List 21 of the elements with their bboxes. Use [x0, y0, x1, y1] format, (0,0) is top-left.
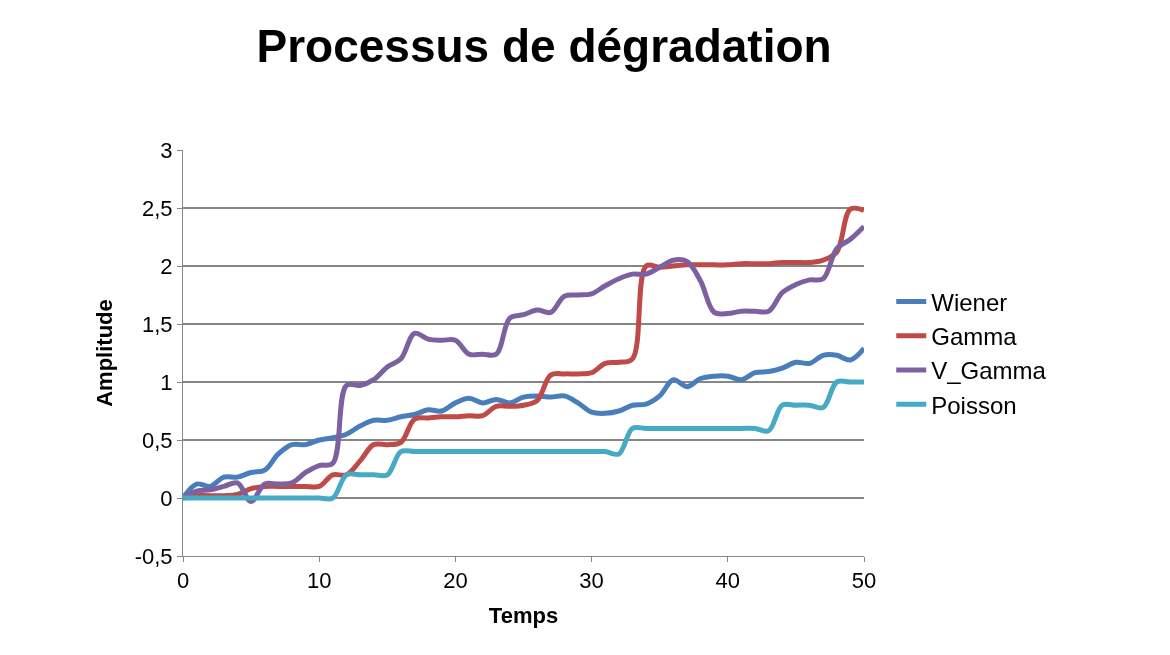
y-tick-label: 2 — [160, 253, 173, 279]
legend-label: V_Gamma — [931, 357, 1047, 385]
legend-label: Gamma — [931, 323, 1018, 351]
legend-label: Poisson — [931, 391, 1017, 419]
x-tick-label: 20 — [443, 568, 468, 594]
x-tick-label: 10 — [306, 568, 332, 594]
y-tick-label: 3 — [160, 137, 173, 163]
legend-label: Wiener — [931, 288, 1008, 316]
x-tick-label: 50 — [851, 568, 877, 594]
y-tick-label: 1,5 — [142, 311, 173, 337]
y-tick-label: 1 — [160, 369, 173, 395]
x-axis-title: Temps — [488, 603, 559, 629]
x-tick-label: 0 — [176, 568, 190, 594]
y-tick-label: 2,5 — [142, 195, 173, 221]
y-tick-label: 0 — [160, 485, 173, 511]
x-tick-label: 30 — [579, 568, 604, 594]
chart-title: Processus de dégradation — [256, 19, 832, 72]
y-tick-label: -0,5 — [134, 543, 173, 569]
y-tick-label: 0,5 — [142, 427, 173, 453]
y-axis-title: Amplitude — [92, 299, 118, 407]
x-tick-label: 40 — [715, 568, 741, 594]
